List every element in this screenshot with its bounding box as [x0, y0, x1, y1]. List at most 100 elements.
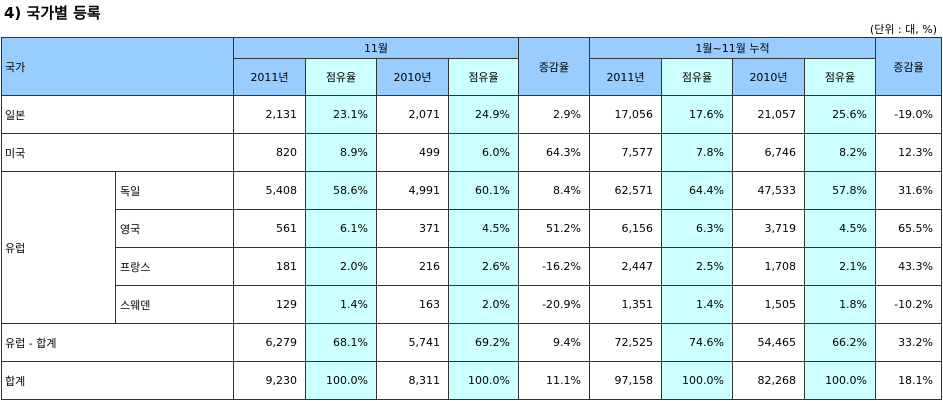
- row-label: 미국: [1, 133, 234, 172]
- header-month-2011: 2011년: [233, 58, 306, 96]
- cell-cum-share-2010: 8.2%: [803, 133, 877, 172]
- table-row: 미국 820 8.9% 499 6.0% 64.3% 7,577 7.8% 6,…: [1, 133, 943, 172]
- cell-cum-2011: 6,156: [589, 209, 662, 248]
- table-row: 유럽 - 합계 6,279 68.1% 5,741 69.2% 9.4% 72,…: [1, 323, 943, 362]
- cell-month-change: 51.2%: [518, 209, 590, 248]
- cell-cum-change: -10.2%: [875, 285, 943, 324]
- header-cum-share-2010: 점유율: [803, 58, 877, 96]
- header-month-change: 증감율: [518, 37, 590, 96]
- cell-cum-2010: 54,465: [732, 323, 805, 362]
- cell-cum-2011: 72,525: [589, 323, 662, 362]
- cell-month-share-2010: 4.5%: [448, 209, 519, 248]
- cell-cum-share-2011: 74.6%: [661, 323, 733, 362]
- table-row: 스웨덴 129 1.4% 163 2.0% -20.9% 1,351 1.4% …: [2, 285, 943, 324]
- cell-cum-change: 43.3%: [875, 247, 943, 286]
- cell-cum-2011: 62,571: [589, 171, 662, 210]
- cell-month-share-2011: 2.0%: [305, 247, 377, 286]
- table-row: 일본 2,131 23.1% 2,071 24.9% 2.9% 17,056 1…: [1, 95, 943, 134]
- cell-cum-2011: 2,447: [589, 247, 662, 286]
- header-month-2010: 2010년: [376, 58, 449, 96]
- header-country-label: 국가: [5, 60, 26, 74]
- cell-cum-share-2010: 66.2%: [803, 323, 877, 362]
- section-title: 4) 국가별 등록: [4, 4, 101, 22]
- cell-cum-2011: 1,351: [589, 285, 662, 324]
- table-row: 프랑스 181 2.0% 216 2.6% -16.2% 2,447 2.5% …: [2, 247, 943, 286]
- cell-month-2010: 2,071: [376, 95, 449, 134]
- cell-month-share-2011: 1.4%: [305, 285, 377, 324]
- cell-cum-share-2011: 6.3%: [661, 209, 733, 248]
- header-cum-change: 증감율: [875, 37, 943, 96]
- cell-month-2011: 561: [233, 209, 306, 248]
- cell-cum-share-2011: 2.5%: [661, 247, 733, 286]
- cell-month-share-2010: 2.6%: [448, 247, 519, 286]
- row-label: 일본: [1, 95, 234, 134]
- cell-cum-2010: 47,533: [732, 171, 805, 210]
- cell-month-2011: 820: [233, 133, 306, 172]
- header-month-share-2010: 점유율: [448, 58, 519, 96]
- cell-month-2011: 181: [233, 247, 306, 286]
- cell-cum-2010: 3,719: [732, 209, 805, 248]
- cell-cum-2011: 97,158: [589, 361, 662, 400]
- cell-cum-2011: 7,577: [589, 133, 662, 172]
- cell-month-2011: 6,279: [233, 323, 306, 362]
- header-cum-2011: 2011년: [589, 58, 662, 96]
- cell-month-2010: 4,991: [376, 171, 449, 210]
- cell-cum-share-2010: 100.0%: [803, 361, 877, 400]
- cell-cum-change: 18.1%: [875, 361, 943, 400]
- cell-cum-share-2011: 100.0%: [661, 361, 733, 400]
- row-label: 프랑스: [115, 247, 234, 286]
- cell-cum-share-2010: 2.1%: [803, 247, 877, 286]
- cell-month-2011: 129: [233, 285, 306, 324]
- cell-month-share-2010: 60.1%: [448, 171, 519, 210]
- cell-cum-share-2011: 7.8%: [661, 133, 733, 172]
- cell-month-2010: 216: [376, 247, 449, 286]
- cell-cum-2010: 1,505: [732, 285, 805, 324]
- header-cum-share-2011: 점유율: [661, 58, 733, 96]
- cell-cum-2011: 17,056: [589, 95, 662, 134]
- cell-month-share-2010: 24.9%: [448, 95, 519, 134]
- cell-month-change: 2.9%: [518, 95, 590, 134]
- cell-cum-change: 31.6%: [875, 171, 943, 210]
- cell-cum-change: 33.2%: [875, 323, 943, 362]
- cell-month-2011: 5,408: [233, 171, 306, 210]
- cell-month-2011: 9,230: [233, 361, 306, 400]
- cell-month-2010: 163: [376, 285, 449, 324]
- cell-month-share-2010: 2.0%: [448, 285, 519, 324]
- cell-month-change: 8.4%: [518, 171, 590, 210]
- cell-cum-share-2011: 17.6%: [661, 95, 733, 134]
- group-label-europe: 유럽: [1, 171, 116, 324]
- cell-month-share-2011: 58.6%: [305, 171, 377, 210]
- cell-month-share-2011: 100.0%: [305, 361, 377, 400]
- cell-cum-share-2010: 57.8%: [803, 171, 877, 210]
- cell-month-share-2011: 68.1%: [305, 323, 377, 362]
- cell-cum-share-2011: 1.4%: [661, 285, 733, 324]
- header-cum-2010: 2010년: [732, 58, 805, 96]
- country-registration-table: 국가 11월 증감율 1월~11월 누적 증감율 2011년 점유율 2010년…: [1, 37, 943, 400]
- cell-month-share-2010: 100.0%: [448, 361, 519, 400]
- row-label: 합계: [1, 361, 234, 400]
- cell-cum-2010: 21,057: [732, 95, 805, 134]
- row-label: 독일: [115, 171, 234, 210]
- cell-month-share-2010: 69.2%: [448, 323, 519, 362]
- cell-month-change: 9.4%: [518, 323, 590, 362]
- header-row-1: 국가 11월 증감율 1월~11월 누적 증감율: [1, 37, 943, 96]
- cell-month-change: -16.2%: [518, 247, 590, 286]
- header-country: 국가: [1, 37, 234, 96]
- cell-cum-share-2011: 64.4%: [661, 171, 733, 210]
- cell-cum-2010: 82,268: [732, 361, 805, 400]
- cell-month-2010: 499: [376, 133, 449, 172]
- cell-month-2010: 8,311: [376, 361, 449, 400]
- row-label: 유럽 - 합계: [1, 323, 234, 362]
- cell-cum-share-2010: 25.6%: [803, 95, 877, 134]
- cell-cum-change: 12.3%: [875, 133, 943, 172]
- header-month-share-2011: 점유율: [305, 58, 377, 96]
- cell-cum-change: -19.0%: [875, 95, 943, 134]
- cell-month-share-2011: 8.9%: [305, 133, 377, 172]
- cell-month-share-2010: 6.0%: [448, 133, 519, 172]
- cell-month-share-2011: 6.1%: [305, 209, 377, 248]
- cell-cum-share-2010: 1.8%: [803, 285, 877, 324]
- table-row: 영국 561 6.1% 371 4.5% 51.2% 6,156 6.3% 3,…: [2, 209, 943, 248]
- cell-month-change: -20.9%: [518, 285, 590, 324]
- cell-month-share-2011: 23.1%: [305, 95, 377, 134]
- header-month-group: 11월: [233, 37, 519, 59]
